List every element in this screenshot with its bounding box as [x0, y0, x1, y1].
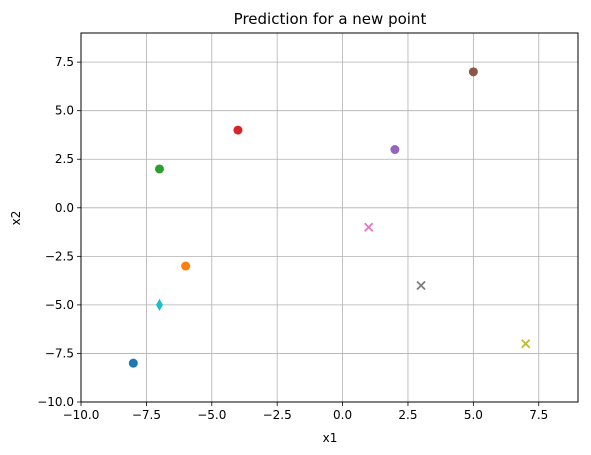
y-tick-label: −7.5 — [45, 346, 74, 360]
data-points — [128, 67, 531, 368]
data-point-circle — [128, 358, 138, 368]
y-tick-label: 7.5 — [55, 55, 74, 69]
data-point-circle — [233, 125, 243, 135]
axis-ticks: −10.0 −7.5 −5.0 −2.5 0.0 2.5 5.0 7.5 −10.0 −7.5 −5… — [37, 55, 548, 422]
y-tick-label: 5.0 — [55, 104, 74, 118]
x-tick-label: −5.0 — [197, 408, 226, 422]
data-point-circle — [181, 261, 191, 271]
y-axis-label: x2 — [9, 211, 23, 226]
y-tick-label: −2.5 — [45, 249, 74, 263]
x-tick-label: 0.0 — [333, 408, 352, 422]
data-point-circle — [390, 145, 400, 155]
data-point-diamond — [155, 298, 163, 311]
x-tick-label: −2.5 — [263, 408, 292, 422]
x-axis-label: x1 — [323, 431, 338, 445]
data-point-x — [416, 280, 426, 291]
chart-title: Prediction for a new point — [234, 10, 427, 28]
plot-frame — [80, 32, 579, 403]
x-tick-label: 5.0 — [464, 408, 483, 422]
data-point-circle — [154, 164, 164, 174]
y-tick-label: −5.0 — [45, 298, 74, 312]
grid — [80, 33, 578, 403]
data-point-x — [521, 339, 531, 349]
data-point-circle — [468, 67, 478, 77]
y-tick-label: 2.5 — [55, 152, 74, 166]
y-tick-label: −10.0 — [37, 395, 74, 409]
x-tick-label: 7.5 — [529, 408, 548, 422]
data-point-x — [364, 222, 374, 232]
x-tick-label: −10.0 — [63, 408, 100, 422]
y-tick-label: 0.0 — [55, 201, 74, 215]
x-tick-label: −7.5 — [132, 408, 161, 422]
x-tick-label: 2.5 — [398, 408, 417, 422]
